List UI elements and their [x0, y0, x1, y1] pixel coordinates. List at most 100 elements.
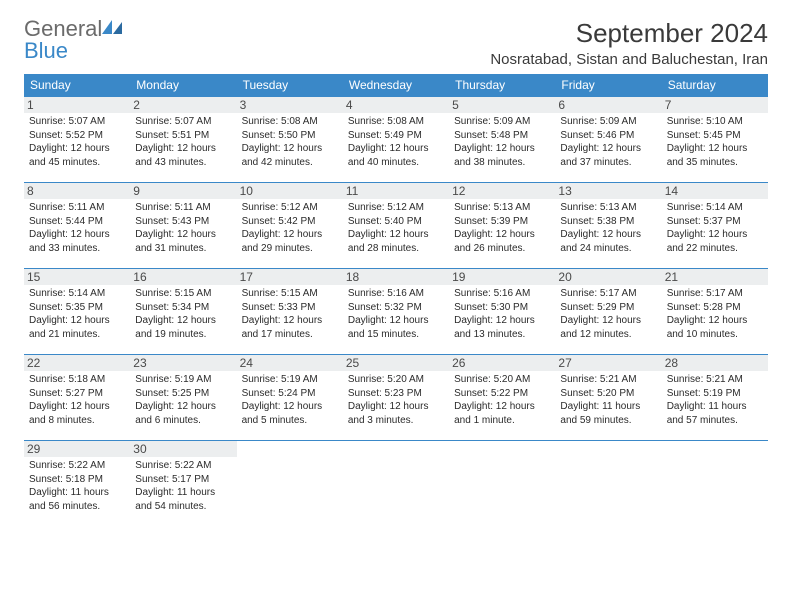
- day-cell: 6 Sunrise: 5:09 AMSunset: 5:46 PMDaylight…: [555, 97, 661, 183]
- day-info: Sunrise: 5:17 AMSunset: 5:28 PMDaylight:…: [667, 287, 763, 341]
- dow-wednesday: Wednesday: [343, 74, 449, 97]
- day-info: Sunrise: 5:12 AMSunset: 5:42 PMDaylight:…: [242, 201, 338, 255]
- day-info: Sunrise: 5:09 AMSunset: 5:46 PMDaylight:…: [560, 115, 656, 169]
- dow-friday: Friday: [555, 74, 661, 97]
- day-number: 21: [662, 269, 768, 285]
- calendar-table: Sunday Monday Tuesday Wednesday Thursday…: [24, 74, 768, 527]
- day-info: Sunrise: 5:15 AMSunset: 5:33 PMDaylight:…: [242, 287, 338, 341]
- day-number: 2: [130, 97, 236, 113]
- day-info: Sunrise: 5:20 AMSunset: 5:22 PMDaylight:…: [454, 373, 550, 427]
- day-info: Sunrise: 5:13 AMSunset: 5:38 PMDaylight:…: [560, 201, 656, 255]
- day-info: Sunrise: 5:22 AMSunset: 5:17 PMDaylight:…: [135, 459, 231, 513]
- day-number: 11: [343, 183, 449, 199]
- day-number: 22: [24, 355, 130, 371]
- day-cell: 30Sunrise: 5:22 AMSunset: 5:17 PMDayligh…: [130, 441, 236, 527]
- day-info: Sunrise: 5:20 AMSunset: 5:23 PMDaylight:…: [348, 373, 444, 427]
- day-info: Sunrise: 5:09 AMSunset: 5:48 PMDaylight:…: [454, 115, 550, 169]
- week-row: 15Sunrise: 5:14 AMSunset: 5:35 PMDayligh…: [24, 269, 768, 355]
- day-number: 17: [237, 269, 343, 285]
- day-cell: 13 Sunrise: 5:13 AMSunset: 5:38 PMDayligh…: [555, 183, 661, 269]
- day-cell: 28 Sunrise: 5:21 AMSunset: 5:19 PMDayligh…: [662, 355, 768, 441]
- month-title: September 2024: [490, 18, 768, 49]
- day-cell: 25 Sunrise: 5:20 AMSunset: 5:23 PMDayligh…: [343, 355, 449, 441]
- day-cell: 14Sunrise: 5:14 AMSunset: 5:37 PMDayligh…: [662, 183, 768, 269]
- logo-sail-icon: [102, 20, 124, 36]
- dow-tuesday: Tuesday: [237, 74, 343, 97]
- empty-cell: [237, 441, 343, 527]
- day-info: Sunrise: 5:14 AMSunset: 5:37 PMDaylight:…: [667, 201, 763, 255]
- day-number: 24: [237, 355, 343, 371]
- day-number: 27: [555, 355, 661, 371]
- day-number: 15: [24, 269, 130, 285]
- day-cell: 27 Sunrise: 5:21 AMSunset: 5:20 PMDayligh…: [555, 355, 661, 441]
- day-number: 5: [449, 97, 555, 113]
- day-cell: 7Sunrise: 5:10 AMSunset: 5:45 PMDaylight…: [662, 97, 768, 183]
- day-number: 19: [449, 269, 555, 285]
- day-info: Sunrise: 5:22 AMSunset: 5:18 PMDaylight:…: [29, 459, 125, 513]
- day-info: Sunrise: 5:11 AMSunset: 5:43 PMDaylight:…: [135, 201, 231, 255]
- day-cell: 5 Sunrise: 5:09 AMSunset: 5:48 PMDaylight…: [449, 97, 555, 183]
- day-cell: 10 Sunrise: 5:12 AMSunset: 5:42 PMDayligh…: [237, 183, 343, 269]
- logo-text: General Blue: [24, 18, 124, 62]
- day-number: 16: [130, 269, 236, 285]
- day-number: 28: [662, 355, 768, 371]
- location: Nosratabad, Sistan and Baluchestan, Iran: [490, 51, 768, 68]
- day-cell: 1 Sunrise: 5:07 AMSunset: 5:52 PMDaylight…: [24, 97, 130, 183]
- day-number: 10: [237, 183, 343, 199]
- day-info: Sunrise: 5:10 AMSunset: 5:45 PMDaylight:…: [667, 115, 763, 169]
- day-cell: 4Sunrise: 5:08 AMSunset: 5:49 PMDaylight…: [343, 97, 449, 183]
- week-row: 22 Sunrise: 5:18 AMSunset: 5:27 PMDayligh…: [24, 355, 768, 441]
- empty-cell: [343, 441, 449, 527]
- day-info: Sunrise: 5:18 AMSunset: 5:27 PMDaylight:…: [29, 373, 125, 427]
- week-row: 29Sunrise: 5:22 AMSunset: 5:18 PMDayligh…: [24, 441, 768, 527]
- day-number: 26: [449, 355, 555, 371]
- day-cell: 23 Sunrise: 5:19 AMSunset: 5:25 PMDayligh…: [130, 355, 236, 441]
- day-cell: 29Sunrise: 5:22 AMSunset: 5:18 PMDayligh…: [24, 441, 130, 527]
- day-info: Sunrise: 5:13 AMSunset: 5:39 PMDaylight:…: [454, 201, 550, 255]
- day-info: Sunrise: 5:16 AMSunset: 5:32 PMDaylight:…: [348, 287, 444, 341]
- week-row: 8Sunrise: 5:11 AMSunset: 5:44 PMDaylight…: [24, 183, 768, 269]
- day-number: 3: [237, 97, 343, 113]
- dow-sunday: Sunday: [24, 74, 130, 97]
- day-number: 25: [343, 355, 449, 371]
- day-cell: 2 Sunrise: 5:07 AMSunset: 5:51 PMDaylight…: [130, 97, 236, 183]
- day-number: 1: [24, 97, 130, 113]
- day-number: 4: [343, 97, 449, 113]
- day-info: Sunrise: 5:07 AMSunset: 5:52 PMDaylight:…: [29, 115, 125, 169]
- day-cell: 19 Sunrise: 5:16 AMSunset: 5:30 PMDayligh…: [449, 269, 555, 355]
- day-cell: 24 Sunrise: 5:19 AMSunset: 5:24 PMDayligh…: [237, 355, 343, 441]
- dow-monday: Monday: [130, 74, 236, 97]
- day-number: 6: [555, 97, 661, 113]
- day-number: 9: [130, 183, 236, 199]
- day-cell: 16Sunrise: 5:15 AMSunset: 5:34 PMDayligh…: [130, 269, 236, 355]
- day-info: Sunrise: 5:16 AMSunset: 5:30 PMDaylight:…: [454, 287, 550, 341]
- day-number: 18: [343, 269, 449, 285]
- day-cell: 12 Sunrise: 5:13 AMSunset: 5:39 PMDayligh…: [449, 183, 555, 269]
- day-info: Sunrise: 5:21 AMSunset: 5:19 PMDaylight:…: [667, 373, 763, 427]
- dow-row: Sunday Monday Tuesday Wednesday Thursday…: [24, 74, 768, 97]
- day-info: Sunrise: 5:17 AMSunset: 5:29 PMDaylight:…: [560, 287, 656, 341]
- day-number: 13: [555, 183, 661, 199]
- day-info: Sunrise: 5:12 AMSunset: 5:40 PMDaylight:…: [348, 201, 444, 255]
- day-number: 8: [24, 183, 130, 199]
- day-cell: 18 Sunrise: 5:16 AMSunset: 5:32 PMDayligh…: [343, 269, 449, 355]
- day-info: Sunrise: 5:07 AMSunset: 5:51 PMDaylight:…: [135, 115, 231, 169]
- day-cell: 15Sunrise: 5:14 AMSunset: 5:35 PMDayligh…: [24, 269, 130, 355]
- day-info: Sunrise: 5:19 AMSunset: 5:25 PMDaylight:…: [135, 373, 231, 427]
- logo-text-2: Blue: [24, 38, 68, 63]
- empty-cell: [555, 441, 661, 527]
- day-cell: 3Sunrise: 5:08 AMSunset: 5:50 PMDaylight…: [237, 97, 343, 183]
- day-info: Sunrise: 5:21 AMSunset: 5:20 PMDaylight:…: [560, 373, 656, 427]
- header: General Blue September 2024 Nosratabad, …: [24, 18, 768, 68]
- day-info: Sunrise: 5:19 AMSunset: 5:24 PMDaylight:…: [242, 373, 338, 427]
- dow-thursday: Thursday: [449, 74, 555, 97]
- day-cell: 22 Sunrise: 5:18 AMSunset: 5:27 PMDayligh…: [24, 355, 130, 441]
- calendar-body: 1 Sunrise: 5:07 AMSunset: 5:52 PMDaylight…: [24, 97, 768, 527]
- day-cell: 8Sunrise: 5:11 AMSunset: 5:44 PMDaylight…: [24, 183, 130, 269]
- day-cell: 26 Sunrise: 5:20 AMSunset: 5:22 PMDayligh…: [449, 355, 555, 441]
- title-block: September 2024 Nosratabad, Sistan and Ba…: [490, 18, 768, 68]
- day-number: 23: [130, 355, 236, 371]
- day-number: 12: [449, 183, 555, 199]
- empty-cell: [449, 441, 555, 527]
- day-cell: 21 Sunrise: 5:17 AMSunset: 5:28 PMDayligh…: [662, 269, 768, 355]
